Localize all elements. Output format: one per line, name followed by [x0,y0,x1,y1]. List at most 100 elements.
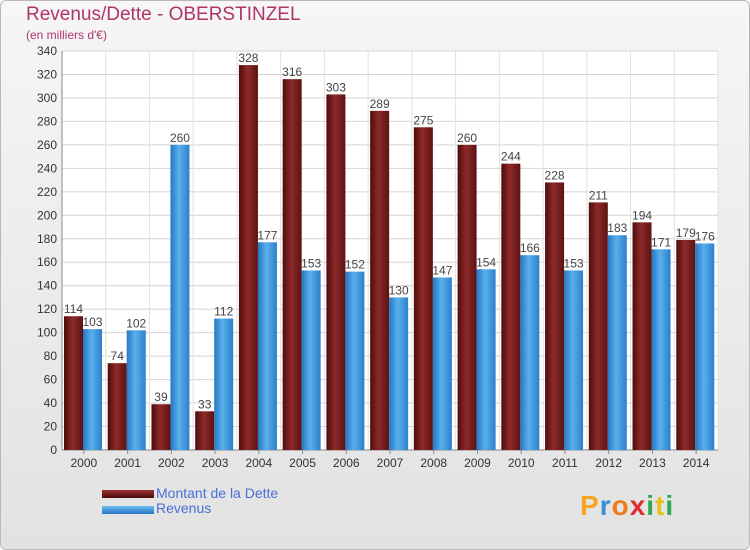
bar-revenus [564,270,584,450]
bar-dette [151,404,171,450]
data-label-dette: 328 [238,51,258,65]
bar-dette [238,65,258,451]
data-label-dette: 74 [111,349,125,363]
data-label-revenus: 183 [607,221,627,235]
x-tick-label: 2014 [683,456,710,470]
y-tick-label: 280 [37,114,57,128]
y-tick-label: 240 [37,161,57,175]
y-tick-label: 220 [37,185,57,199]
logo-letter: x [629,490,647,521]
logo-letter: o [611,490,630,521]
x-tick-label: 2008 [420,456,447,470]
bar-dette [676,239,696,450]
bar-dette [588,202,608,450]
bar-revenus [83,329,102,450]
chart-subtitle: (en milliers d'€) [26,28,107,42]
bar-revenus [520,255,540,450]
bar-revenus [345,271,365,450]
data-label-revenus: 166 [520,241,540,255]
y-tick-label: 140 [37,279,57,293]
y-tick-label: 340 [37,44,57,58]
data-label-revenus: 176 [695,229,715,243]
data-label-revenus: 147 [432,263,452,277]
data-label-dette: 316 [282,65,302,79]
y-tick-label: 320 [37,67,57,81]
bar-dette [107,363,127,450]
bar-dette [545,182,565,450]
legend-label-debt: Montant de la Dette [156,485,279,501]
bar-dette [326,94,346,450]
logo-letter: i [646,490,656,521]
bar-revenus [214,318,234,450]
y-tick-label: 100 [37,326,57,340]
bar-dette [370,110,390,450]
data-label-revenus: 130 [389,283,409,297]
logo-letter: i [665,490,675,521]
y-tick-label: 200 [37,208,57,222]
legend-swatch-revenus [102,506,154,514]
data-label-revenus: 153 [301,256,321,270]
x-tick-label: 2012 [595,456,622,470]
x-tick-label: 2009 [464,456,491,470]
bar-revenus [607,235,627,450]
x-tick-label: 2011 [552,456,578,470]
proxiti-logo: Proxiti [580,490,674,522]
x-tick-label: 2013 [639,456,666,470]
y-tick-label: 300 [37,91,57,105]
bar-revenus [432,277,452,450]
data-label-dette: 33 [198,397,212,411]
data-label-revenus: 171 [651,235,671,249]
data-label-dette: 303 [326,80,346,94]
data-label-dette: 244 [501,150,521,164]
bar-revenus [476,269,496,450]
y-tick-label: 120 [37,302,57,316]
bar-revenus [389,297,409,450]
bar-revenus [126,330,146,450]
bar-dette [282,79,302,450]
data-label-dette: 260 [457,131,477,145]
y-tick-label: 160 [37,255,57,269]
x-tick-label: 2007 [377,456,404,470]
data-label-dette: 114 [64,302,83,316]
logo-letter: P [580,490,600,521]
legend-swatch-debt [102,490,154,498]
data-label-dette: 39 [154,390,168,404]
logo-letter: t [655,490,666,521]
data-label-revenus: 260 [170,131,190,145]
bar-dette [457,144,477,450]
data-label-revenus: 103 [82,315,102,329]
y-tick-label: 80 [44,349,58,363]
data-label-revenus: 154 [476,255,496,269]
x-tick-label: 2002 [158,456,185,470]
data-label-revenus: 102 [126,316,146,330]
bar-dette [64,316,83,450]
y-tick-label: 20 [44,420,58,434]
bars [64,65,715,451]
x-tick-label: 2003 [202,456,229,470]
data-label-dette: 179 [676,226,696,240]
bar-revenus [695,243,715,450]
x-tick-label: 2005 [289,456,316,470]
data-label-revenus: 153 [564,256,584,270]
bar-revenus [257,242,277,450]
x-tick-label: 2004 [245,456,272,470]
bar-revenus [170,144,190,450]
bar-dette [632,222,652,450]
chart-title: Revenus/Dette - OBERSTINZEL [26,4,301,25]
data-label-revenus: 152 [345,258,365,272]
data-label-dette: 228 [545,168,565,182]
logo-letter: r [599,490,612,521]
data-label-dette: 194 [632,208,652,222]
data-label-revenus: 112 [214,305,233,319]
y-tick-label: 40 [44,396,58,410]
bar-dette [413,127,433,450]
y-tick-label: 60 [44,373,58,387]
data-label-dette: 211 [589,188,608,202]
data-label-revenus: 177 [257,228,277,242]
y-tick-label: 260 [37,138,57,152]
bar-dette [195,411,215,450]
y-tick-label: 180 [37,232,57,246]
x-tick-label: 2010 [508,456,535,470]
